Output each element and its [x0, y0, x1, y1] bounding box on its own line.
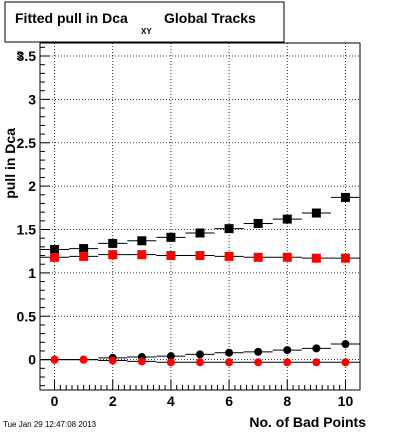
data-point [224, 224, 234, 234]
x-tick-label: 6 [225, 393, 233, 409]
series-3 [40, 355, 360, 367]
data-point [311, 208, 321, 218]
data-point [225, 358, 234, 367]
data-point [50, 355, 59, 364]
data-point [50, 244, 60, 254]
data-point [108, 250, 118, 260]
data-point [283, 346, 292, 355]
data-point [137, 357, 146, 366]
data-point [341, 340, 350, 349]
data-point [196, 350, 204, 359]
y-tick-label: 2.5 [17, 135, 37, 151]
x-tick-label: 2 [109, 393, 117, 409]
data-point [108, 238, 118, 248]
y-axis-label-subscript: xy [15, 50, 24, 59]
data-point [166, 358, 175, 367]
data-point [195, 251, 205, 261]
series-1 [40, 250, 360, 263]
data-point [311, 253, 321, 263]
data-point [79, 355, 88, 364]
data-point [253, 218, 263, 228]
data-point [254, 358, 263, 367]
data-point [341, 358, 350, 367]
x-tick-label: 10 [338, 393, 354, 409]
y-tick-label: 1.5 [17, 222, 37, 238]
title-frame [4, 1, 285, 43]
x-axis-label: No. of Bad Points [249, 414, 366, 430]
x-tick-label: 8 [283, 393, 291, 409]
x-tick-label: 0 [51, 393, 59, 409]
data-point [166, 251, 176, 261]
data-point [225, 348, 234, 357]
data-point [312, 358, 321, 367]
data-point [282, 214, 292, 224]
data-point [108, 356, 117, 365]
data-point [340, 253, 350, 263]
data-point [137, 236, 147, 246]
data-point [224, 251, 234, 261]
data-point [312, 344, 321, 353]
y-tick-label: 3.5 [17, 48, 37, 64]
chart-title-suffix: Global Tracks [164, 10, 256, 26]
data-point [340, 192, 350, 202]
data-point [253, 252, 263, 262]
data-point [50, 252, 60, 262]
y-tick-label: 0.5 [17, 308, 37, 324]
timestamp: Tue Jan 29 12:47:08 2013 [3, 420, 97, 429]
data-point [166, 232, 176, 242]
chart-title: Fitted pull in Dca [15, 10, 128, 26]
y-tick-label: 0 [28, 352, 36, 368]
axis-tick-labels: 0 2 4 6 8 10 0 0.5 1 1.5 2 2.5 3 3.5 [17, 48, 354, 409]
axis-ticks [40, 46, 346, 390]
data-point [196, 358, 204, 367]
series-0 [40, 192, 360, 254]
data-point [254, 347, 263, 356]
data-point [195, 228, 205, 238]
title-box: Fitted pull in Dca XY Global Tracks [4, 1, 285, 43]
data-point [283, 358, 292, 367]
data-point [79, 251, 89, 261]
data-point [282, 252, 292, 262]
data-point [137, 250, 147, 260]
x-tick-label: 4 [167, 393, 175, 409]
data-point [166, 352, 175, 361]
data-series [40, 192, 360, 367]
y-tick-label: 1 [28, 265, 36, 281]
y-axis-label: pull in Dca [2, 128, 18, 199]
chart-title-subscript: XY [141, 27, 152, 36]
y-tick-label: 2 [28, 178, 36, 194]
y-tick-label: 3 [28, 91, 36, 107]
data-point [79, 244, 89, 254]
